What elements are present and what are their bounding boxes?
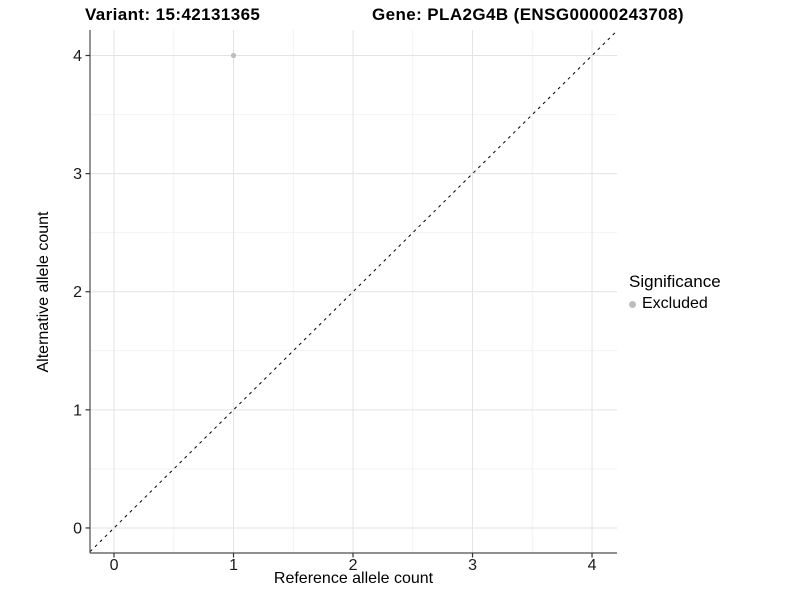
x-tick-label: 4 [588, 557, 597, 574]
y-tick-label: 4 [73, 48, 82, 65]
legend-title: Significance [629, 272, 721, 291]
plot-title-gene: Gene: PLA2G4B (ENSG00000243708) [372, 5, 684, 24]
y-tick-label: 0 [73, 520, 82, 537]
y-tick-label: 1 [73, 402, 82, 419]
data-point [230, 52, 237, 59]
x-axis-title: Reference allele count [273, 570, 434, 587]
x-tick-label: 1 [229, 557, 238, 574]
x-tick-label: 2 [349, 557, 358, 574]
identity-dashed-line [89, 30, 618, 553]
legend: Significance Excluded [629, 272, 721, 313]
legend-item-excluded: Excluded [629, 295, 721, 313]
x-tick-label: 3 [468, 557, 477, 574]
y-axis-title: Alternative allele count [35, 211, 52, 373]
y-tick-label: 2 [73, 284, 82, 301]
legend-item-label: Excluded [642, 295, 708, 312]
y-tick-label: 3 [73, 166, 82, 183]
x-tick-label: 0 [110, 557, 119, 574]
plot-title-variant: Variant: 15:42131365 [85, 5, 261, 24]
excluded-marker-icon [629, 300, 636, 308]
